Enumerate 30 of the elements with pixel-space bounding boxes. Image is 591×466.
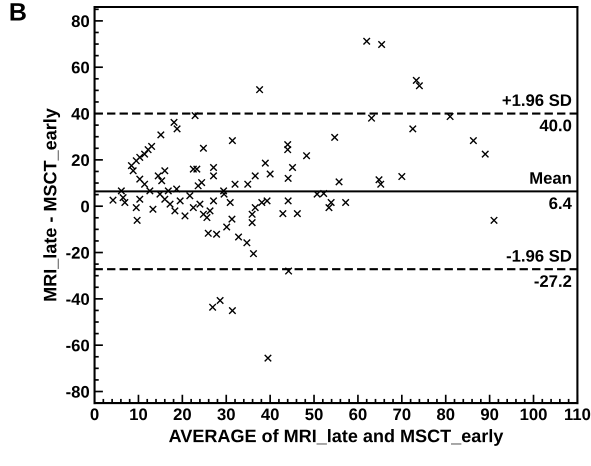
ref-line-label: +1.96 SD <box>502 94 572 106</box>
y-tick-label: -40 <box>66 293 90 306</box>
x-tick-label: 80 <box>436 408 454 420</box>
x-tick-label: 40 <box>261 408 279 420</box>
x-tick-label: 30 <box>217 408 235 420</box>
ref-line-label: Mean <box>530 172 571 184</box>
x-tick-label: 100 <box>520 408 547 420</box>
x-tick-label: 50 <box>305 408 323 420</box>
x-tick-label: 90 <box>480 408 498 420</box>
y-tick-label: -80 <box>66 386 90 398</box>
y-tick-label: 40 <box>71 108 90 120</box>
y-tick-label: 0 <box>81 200 90 212</box>
x-tick-label: 70 <box>393 408 410 420</box>
y-tick-label: -60 <box>66 340 90 352</box>
annotation: 40.0 <box>540 120 572 132</box>
x-tick-label: 0 <box>90 408 99 420</box>
text: B <box>10 3 26 20</box>
x-tick-label: 60 <box>349 408 367 420</box>
x-tick-label: 110 <box>565 408 590 420</box>
y-tick-label: 20 <box>72 154 90 166</box>
y-axis-title: MRI_late - MSCT_early <box>43 108 60 301</box>
y-tick-label: 60 <box>72 62 90 74</box>
x-axis-title: AVERAGE of MRI_late and MSCT_early <box>169 429 504 446</box>
y-tick-label: -20 <box>66 246 90 259</box>
y-tick-label: 80 <box>72 15 90 28</box>
annotation: -27.2 <box>534 275 572 287</box>
x-tick-label: 10 <box>130 408 148 420</box>
annotation: 6.4 <box>549 197 572 210</box>
x-tick-label: 20 <box>174 408 191 420</box>
ref-line-label: -1.96 SD <box>506 250 572 262</box>
